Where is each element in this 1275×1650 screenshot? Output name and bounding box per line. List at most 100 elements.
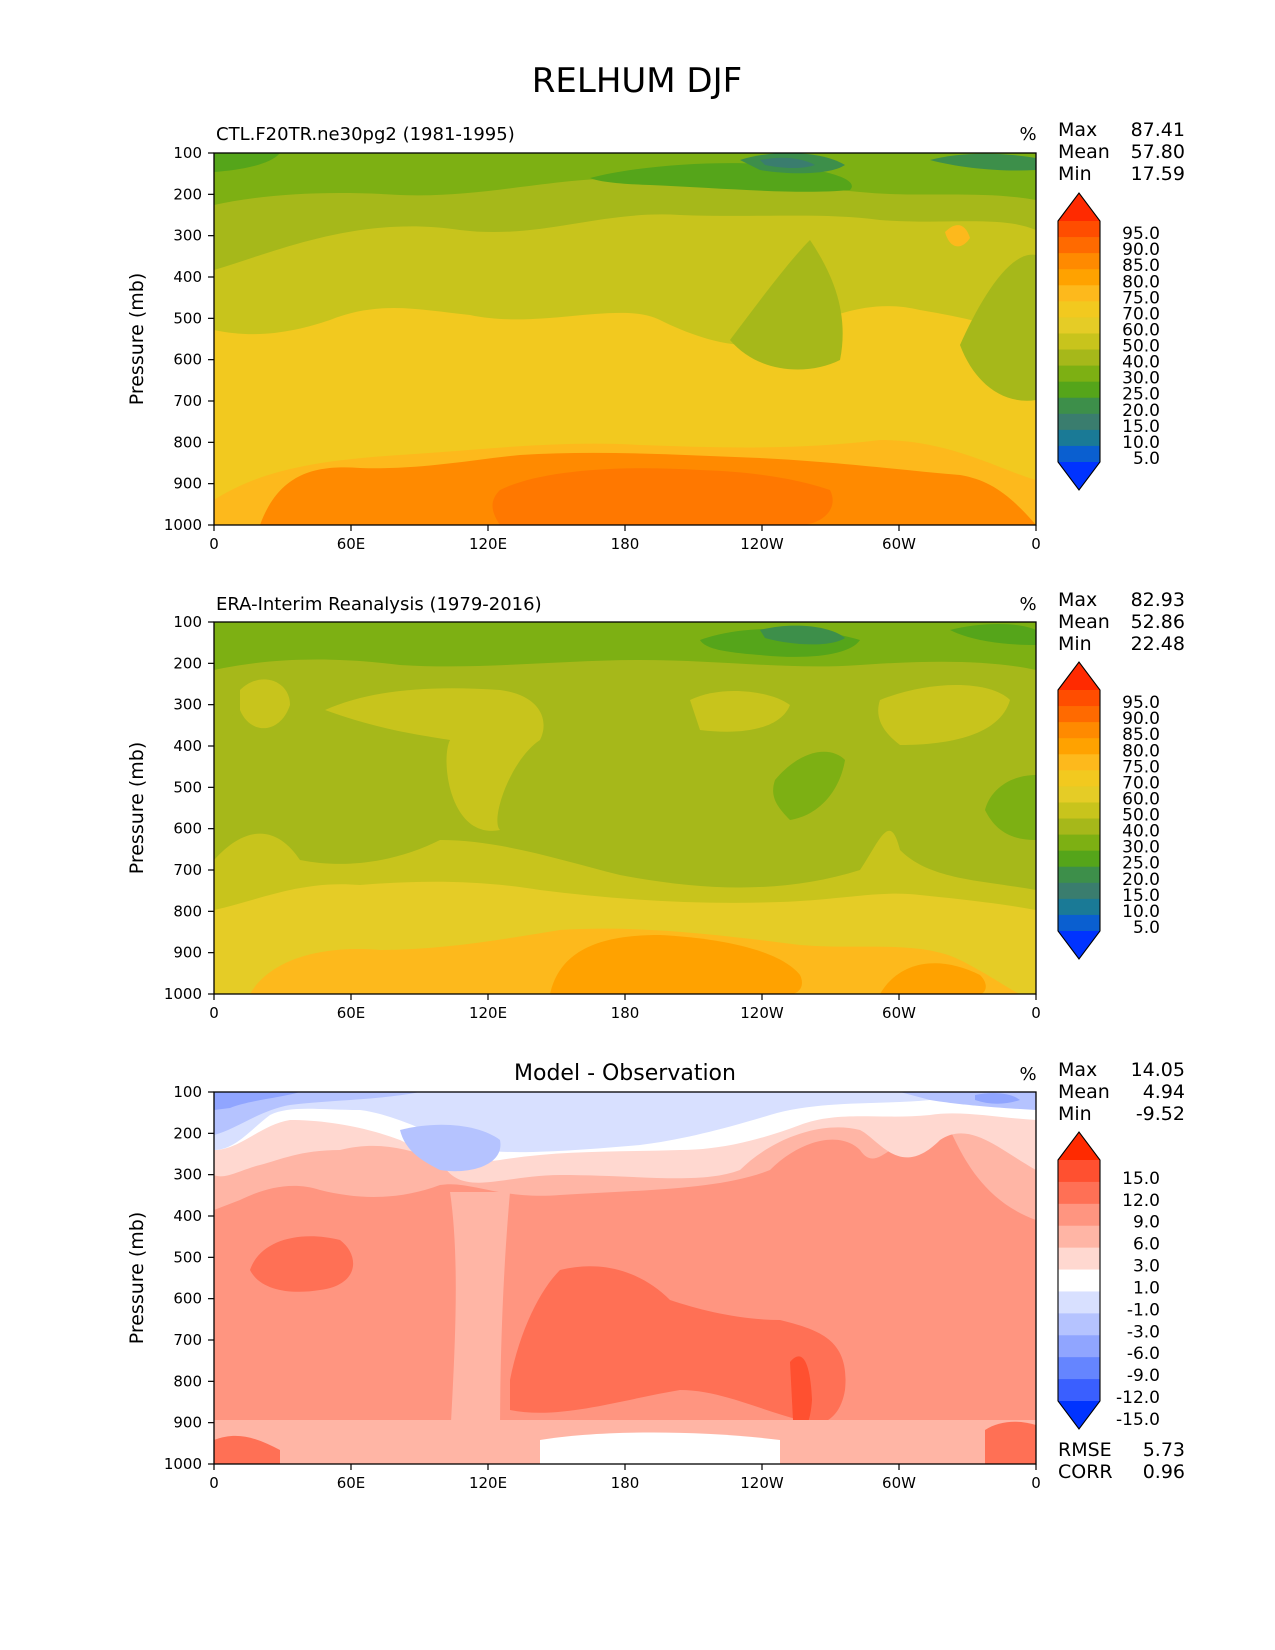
colorbar-label: 9.0	[1133, 1213, 1160, 1233]
colorbar-label: 25.0	[1122, 385, 1160, 405]
colorbar-segment	[1058, 413, 1100, 431]
colorbar-segment	[1058, 818, 1100, 836]
x-tick-label: 120E	[469, 535, 507, 553]
x-tick-label: 120W	[740, 1004, 784, 1022]
stat-label: Mean	[1058, 1081, 1110, 1103]
colorbar-segment	[1058, 786, 1100, 803]
colorbar-segment	[1058, 1357, 1100, 1380]
colorbar-label: 60.0	[1122, 789, 1160, 809]
y-axis-label-difference: Pressure (mb)	[126, 1212, 148, 1345]
colorbar-label: 3.0	[1133, 1257, 1160, 1277]
y-tick-label: 1000	[164, 1455, 202, 1473]
colorbar-segment	[1058, 285, 1100, 302]
units-label-difference: %	[1019, 1064, 1036, 1085]
y-tick-label: 800	[173, 902, 202, 920]
panel-subtitle-difference: Model - Observation	[514, 1061, 736, 1086]
colorbar-extend-min	[1058, 462, 1100, 490]
colorbar-segment	[1058, 1203, 1100, 1227]
colorbar-label: 20.0	[1122, 401, 1160, 421]
colorbar-label: -6.0	[1127, 1344, 1160, 1364]
axis-ticks-model: 0 60E 120E 180 120W 60W 0 100 200 300 400 500 600 700…	[164, 144, 1041, 553]
colorbar-label: 15.0	[1122, 417, 1160, 437]
colorbar-label: 30.0	[1122, 369, 1160, 389]
y-tick-label: 700	[173, 861, 202, 879]
colorbar-label: -9.0	[1127, 1366, 1160, 1386]
units-label-model: %	[1019, 124, 1036, 145]
colorbar-segment	[1058, 429, 1100, 447]
x-tick-label: 180	[611, 535, 640, 553]
colorbar-label: -12.0	[1116, 1388, 1160, 1408]
stat-value: -9.52	[1136, 1103, 1185, 1125]
y-tick-label: 600	[173, 820, 202, 838]
error-stat-value: 0.96	[1143, 1461, 1185, 1483]
panel-subtitle-observation: ERA-Interim Reanalysis (1979-2016)	[216, 594, 542, 615]
colorbar-label: 75.0	[1122, 288, 1160, 308]
y-tick-label: 1000	[164, 985, 202, 1003]
stat-label: Mean	[1058, 141, 1110, 163]
colorbar-segment	[1058, 706, 1100, 723]
colorbar-segment	[1058, 1160, 1100, 1183]
colorbar-segment	[1058, 722, 1100, 739]
contour-field-difference	[214, 1092, 1036, 1464]
stat-value: 52.86	[1131, 611, 1185, 633]
colorbar-label: 15.0	[1122, 1169, 1160, 1189]
x-tick-label: 60W	[882, 535, 916, 553]
colorbar-extend-max	[1058, 1132, 1100, 1160]
x-tick-label: 120E	[469, 1474, 507, 1492]
x-tick-label: 120W	[740, 1474, 784, 1492]
x-tick-label: 0	[209, 535, 219, 553]
colorbar-segment	[1058, 770, 1100, 787]
colorbar-label: 5.0	[1133, 918, 1160, 938]
colorbar-label: -15.0	[1116, 1410, 1160, 1430]
colorbar-label: 40.0	[1122, 822, 1160, 842]
x-tick-label: 60E	[337, 1474, 366, 1492]
y-tick-label: 300	[173, 227, 202, 245]
stat-value: 17.59	[1131, 163, 1185, 185]
panel-observation: 0 60E 120E 180 120W 60W 0 100 200 300 400 500 600 700…	[126, 589, 1185, 1022]
axis-ticks-difference: 0 60E 120E 180 120W 60W 0 100 200 300 400 500 600 700…	[164, 1083, 1041, 1492]
units-label-observation: %	[1019, 594, 1036, 615]
colorbar-label: 80.0	[1122, 272, 1160, 292]
colorbar-segment	[1058, 445, 1100, 463]
y-tick-label: 500	[173, 1248, 202, 1266]
colorbar-segment	[1058, 1335, 1100, 1358]
colorbar-label: 1.0	[1133, 1278, 1160, 1298]
colorbar-segment	[1058, 397, 1100, 415]
colorbar-label: 20.0	[1122, 870, 1160, 890]
colorbar-model: 95.090.085.080.075.070.060.050.040.030.0…	[1057, 192, 1160, 491]
stat-label: Max	[1058, 119, 1097, 141]
stats-block-observation: Max 82.93 Mean 52.86 Min 22.48	[1058, 589, 1185, 655]
colorbar-extend-min	[1058, 1401, 1100, 1429]
stat-value: 4.94	[1143, 1081, 1185, 1103]
colorbar-label: 90.0	[1122, 709, 1160, 729]
x-tick-label: 120E	[469, 1004, 507, 1022]
colorbar-label: 95.0	[1122, 693, 1160, 713]
stat-value: 57.80	[1131, 141, 1185, 163]
colorbar-segment	[1058, 349, 1100, 367]
error-stat-value: 5.73	[1143, 1439, 1185, 1461]
colorbar-segment	[1058, 269, 1100, 286]
error-stats-block: RMSE 5.73 CORR 0.96	[1058, 1439, 1185, 1483]
colorbar-label: 10.0	[1122, 902, 1160, 922]
x-tick-label: 180	[611, 1004, 640, 1022]
y-tick-label: 100	[173, 1083, 202, 1101]
colorbar-segment	[1058, 1313, 1100, 1336]
colorbar-segment	[1058, 898, 1100, 916]
colorbar-label: 60.0	[1122, 320, 1160, 340]
x-tick-label: 120W	[740, 535, 784, 553]
error-stat-label: RMSE	[1058, 1439, 1112, 1461]
stat-label: Mean	[1058, 611, 1110, 633]
y-axis-label-observation: Pressure (mb)	[126, 742, 148, 875]
y-tick-label: 100	[173, 144, 202, 162]
stat-label: Min	[1058, 633, 1092, 655]
stat-value: 87.41	[1131, 119, 1185, 141]
colorbar-segment	[1058, 301, 1100, 318]
colorbar-outline	[1057, 192, 1101, 491]
x-tick-label: 0	[209, 1474, 219, 1492]
y-tick-label: 1000	[164, 516, 202, 534]
y-tick-label: 200	[173, 1124, 202, 1142]
colorbar-segment	[1058, 850, 1100, 868]
colorbar-segment	[1058, 882, 1100, 900]
colorbar-observation: 95.090.085.080.075.070.060.050.040.030.0…	[1057, 661, 1160, 960]
colorbar-label: 50.0	[1122, 337, 1160, 357]
